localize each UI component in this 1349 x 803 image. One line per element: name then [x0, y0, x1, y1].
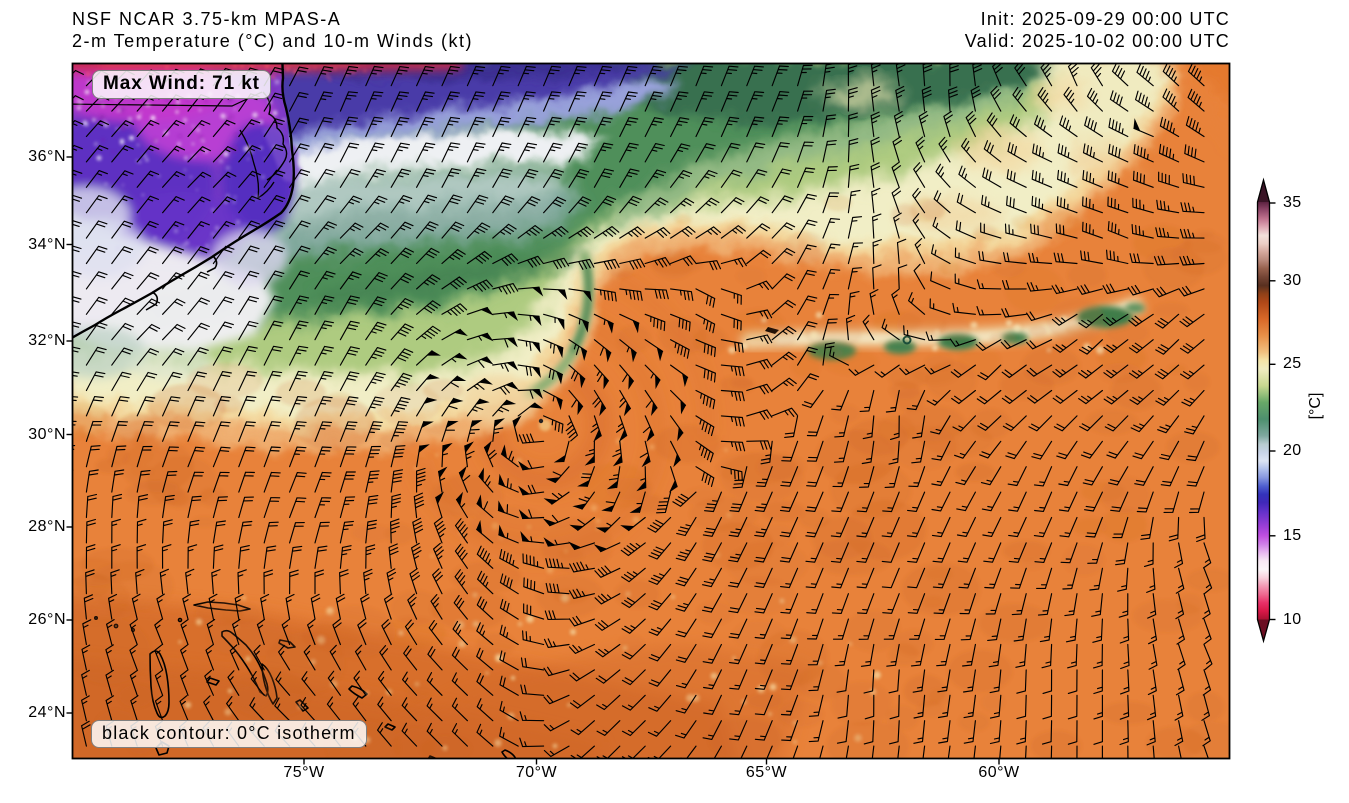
svg-text:[°C]: [°C]	[1307, 393, 1324, 420]
